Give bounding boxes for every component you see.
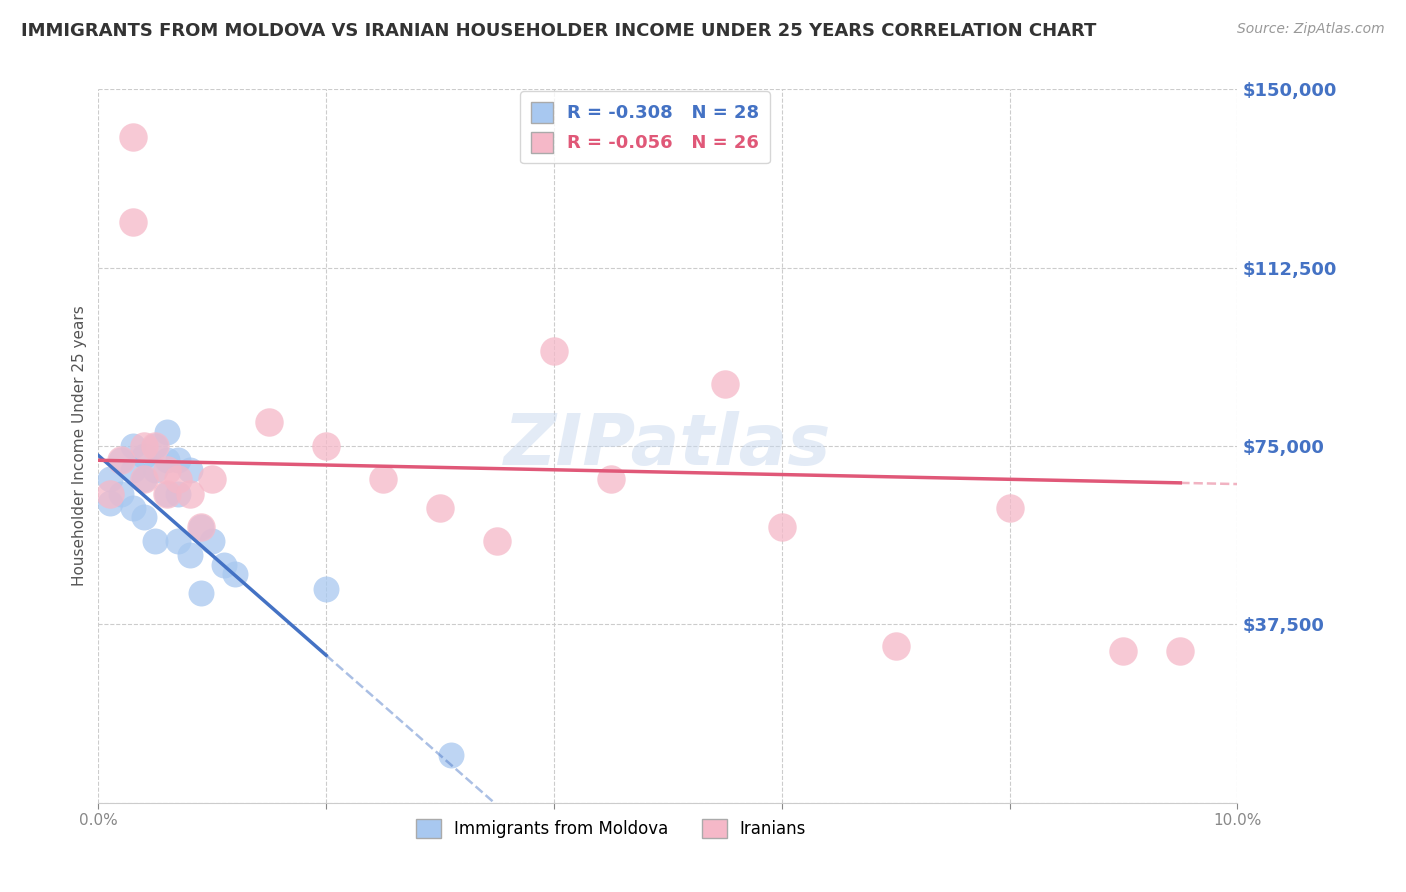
Point (429, 500, 451, 515)
Point (145, 534, 167, 549)
Point (179, 486, 201, 500)
Point (201, 534, 224, 549)
Point (121, 463, 143, 477)
Point (201, 472, 224, 486)
Text: IMMIGRANTS FROM MOLDOVA VS IRANIAN HOUSEHOLDER INCOME UNDER 25 YEARS CORRELATION: IMMIGRANTS FROM MOLDOVA VS IRANIAN HOUSE… (21, 22, 1097, 40)
Point (98, 486, 121, 500)
Point (190, 520, 212, 534)
Point (373, 472, 395, 486)
Point (98, 472, 121, 486)
Legend: Immigrants from Moldova, Iranians: Immigrants from Moldova, Iranians (409, 812, 813, 845)
Point (884, 639, 907, 653)
Point (1112, 643, 1135, 657)
Point (190, 520, 212, 534)
Point (121, 500, 143, 515)
Point (167, 486, 190, 500)
Point (259, 415, 281, 429)
Point (714, 377, 737, 392)
Point (543, 343, 565, 358)
Point (179, 549, 201, 563)
Point (224, 567, 246, 582)
Point (121, 215, 143, 229)
Point (98, 496, 121, 510)
Y-axis label: Householder Income Under 25 years: Householder Income Under 25 years (72, 306, 87, 586)
Point (156, 486, 179, 500)
Point (1170, 643, 1192, 657)
Point (156, 463, 179, 477)
Point (167, 453, 190, 467)
Point (132, 510, 155, 524)
Point (145, 463, 167, 477)
Point (132, 472, 155, 486)
Point (110, 486, 132, 500)
Point (156, 425, 179, 439)
Point (190, 586, 212, 600)
Point (600, 472, 623, 486)
Point (132, 472, 155, 486)
Point (315, 439, 337, 453)
Point (145, 439, 167, 453)
Point (156, 486, 179, 500)
Point (440, 748, 463, 763)
Point (212, 558, 235, 572)
Point (179, 463, 201, 477)
Point (486, 534, 509, 549)
Point (315, 582, 337, 596)
Point (110, 453, 132, 467)
Point (156, 453, 179, 467)
Point (145, 439, 167, 453)
Point (167, 534, 190, 549)
Point (998, 500, 1021, 515)
Point (167, 472, 190, 486)
Text: ZIPatlas: ZIPatlas (505, 411, 831, 481)
Point (770, 520, 793, 534)
Point (132, 439, 155, 453)
Point (110, 453, 132, 467)
Point (132, 449, 155, 463)
Point (121, 129, 143, 144)
Text: Source: ZipAtlas.com: Source: ZipAtlas.com (1237, 22, 1385, 37)
Point (121, 439, 143, 453)
